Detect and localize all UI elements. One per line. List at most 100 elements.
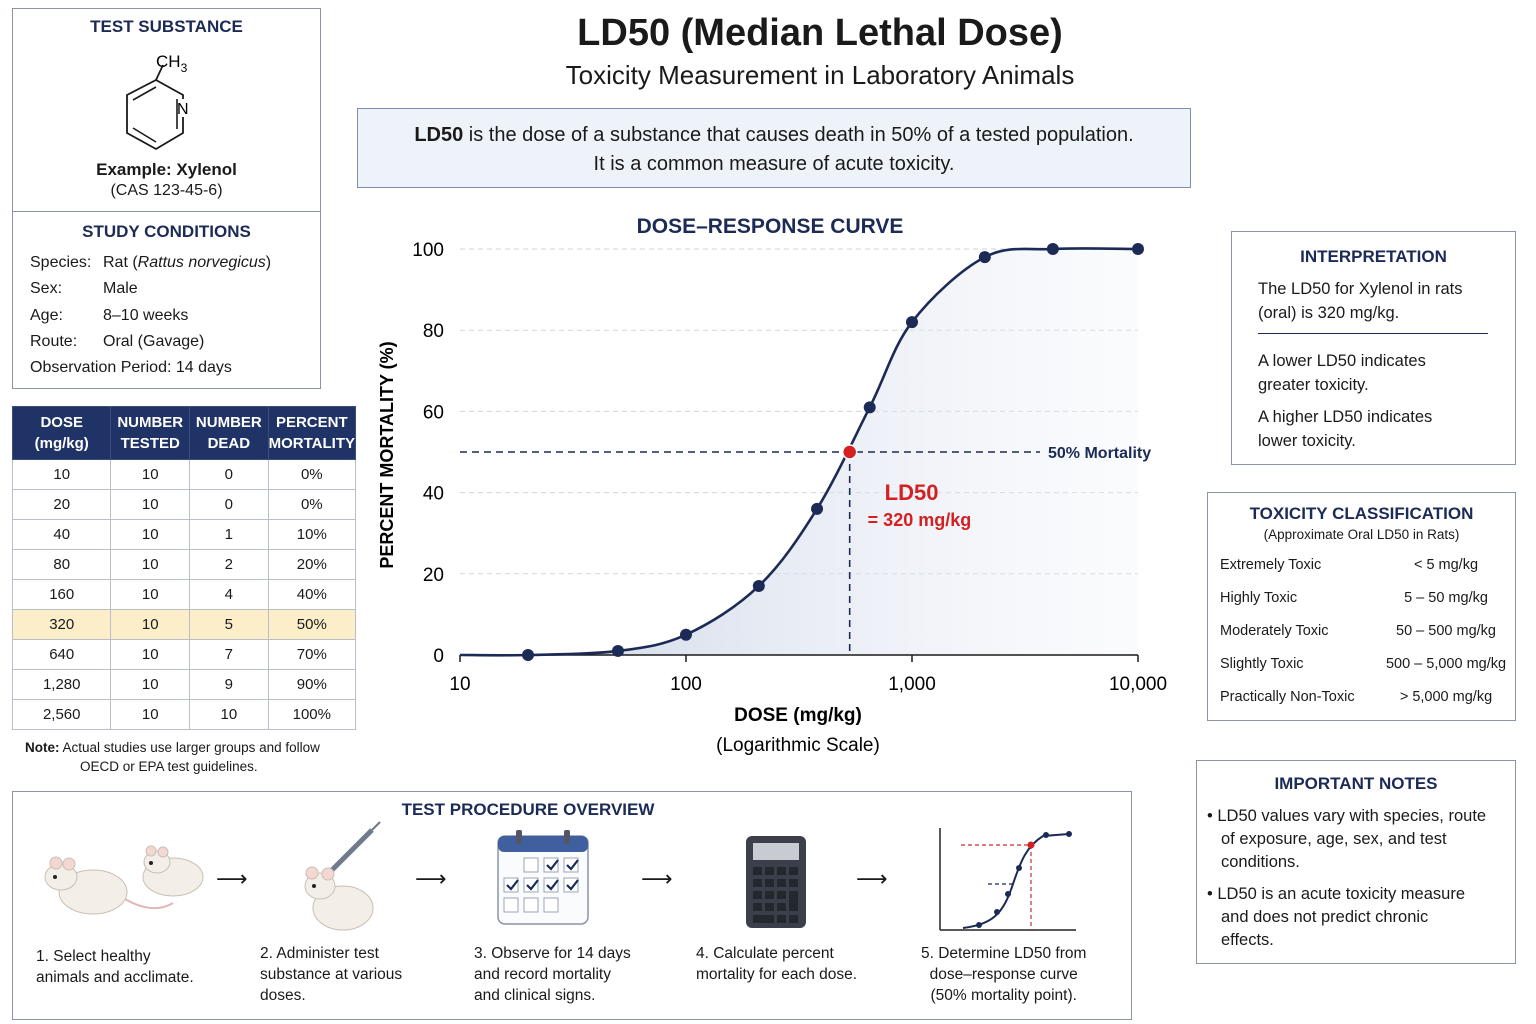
condition-sex: Sex: Male (30, 280, 138, 297)
x-axis-label: DOSE (mg/kg) (734, 705, 862, 726)
table-row: 20 10 0 0% (11, 489, 357, 520)
table-cell: 10 (189, 699, 269, 730)
table-cell: 1,280 (11, 669, 112, 700)
data-point (811, 502, 824, 515)
study-conditions-heading: STUDY CONDITIONS (82, 222, 251, 241)
table-cell: 10 (110, 669, 191, 700)
pyridine-structure-icon: N CH3 (126, 52, 190, 151)
page-subtitle: Toxicity Measurement in Laboratory Anima… (565, 60, 1075, 90)
table-row: 80 10 2 20% (11, 549, 357, 580)
column-header-dose: DOSE (mg/kg) (11, 406, 112, 460)
table-cell: 20 (11, 489, 112, 520)
x-tick-label: 10,000 (1109, 674, 1167, 695)
table-cell: 0% (267, 459, 357, 490)
data-point (611, 644, 624, 657)
column-header-dead: NUMBER DEAD (189, 406, 269, 460)
definition-box: LD50 is the dose of a substance that cau… (357, 108, 1191, 188)
table-cell: 10 (110, 459, 191, 490)
chart-title: DOSE–RESPONSE CURVE (637, 215, 904, 238)
arrow-icon: ⟶ (415, 866, 447, 891)
toxicity-subheading: (Approximate Oral LD50 in Rats) (1263, 527, 1460, 542)
mini-curve-icon (939, 828, 1076, 931)
ld50-label: LD50 (885, 480, 939, 505)
x-tick-label: 1,000 (888, 674, 936, 695)
chart-grid (460, 248, 1138, 575)
table-cell: 50% (267, 609, 357, 640)
important-notes-panel: IMPORTANT NOTES • LD50 values vary with … (1196, 760, 1516, 964)
table-row: 2,560 10 10 100% (11, 699, 357, 730)
column-header-mortality: PERCENT MORTALITY (267, 406, 357, 460)
table-cell: 40% (267, 579, 357, 610)
table-cell: 90% (267, 669, 357, 700)
y-tick-label: 0 (433, 646, 444, 667)
y-tick-label: 100 (412, 240, 444, 261)
note-line-1: Actual studies use larger groups and fol… (59, 740, 320, 755)
table-header-row: DOSE (mg/kg) NUMBER TESTED NUMBER DEAD PERC… (11, 406, 357, 460)
x-ticks: 10 100 1,000 10,000 (449, 655, 1167, 695)
arrow-icon: ⟶ (856, 866, 888, 891)
table-cell: 320 (11, 609, 112, 640)
notes-heading: IMPORTANT NOTES (1274, 774, 1438, 793)
step-4-caption: 4. Calculate percent mortality for each d… (696, 945, 858, 983)
rats-icon (44, 845, 204, 915)
condition-observation: Observation Period: 14 days (30, 359, 232, 376)
dose-response-chart: DOSE–RESPONSE CURVE 10 100 1,000 10,000 0 20… (377, 215, 1167, 756)
procedure-heading: TEST PROCEDURE OVERVIEW (401, 800, 655, 819)
substance-example: Example: Xylenol (96, 160, 237, 179)
x-tick-label: 10 (449, 674, 470, 695)
data-point (1132, 243, 1144, 255)
table-cell: 2 (189, 549, 269, 580)
interpretation-result: The LD50 for Xylenol in rats (oral) is 32… (1258, 280, 1463, 322)
table-cell: 0 (189, 489, 269, 520)
step-3-caption: 3. Observe for 14 days and record mortali… (474, 945, 631, 1004)
table-cell: 70% (267, 639, 357, 670)
table-row: 640 10 7 70% (11, 639, 357, 670)
condition-route: Route: Oral (Gavage) (30, 333, 205, 350)
note-label: Note: (25, 740, 60, 755)
column-header-tested: NUMBER TESTED (110, 406, 191, 460)
toxicity-row-nontoxic: Practically Non-Toxic > 5,000 mg/kg (1220, 689, 1493, 705)
dose-mortality-table: DOSE (mg/kg) NUMBER TESTED NUMBER DEAD PERC… (11, 406, 357, 730)
table-note: Note: Actual studies use larger groups a… (25, 738, 355, 776)
table-cell: 9 (189, 669, 269, 700)
interpretation-divider (1258, 333, 1488, 334)
calculator-icon (746, 836, 806, 928)
study-conditions-panel: STUDY CONDITIONS Species: Rat (Rattus nor… (12, 211, 321, 389)
data-point (1046, 243, 1059, 255)
interpretation-heading: INTERPRETATION (1300, 247, 1447, 266)
table-cell: 0% (267, 489, 357, 520)
toxicity-row-high: Highly Toxic 5 – 50 mg/kg (1220, 590, 1488, 606)
x-axis-sublabel: (Logarithmic Scale) (716, 735, 880, 756)
table-cell: 4 (189, 579, 269, 610)
table-row: 10 10 0 0% (11, 459, 357, 490)
table-cell: 40 (11, 519, 112, 550)
test-procedure-panel: TEST PROCEDURE OVERVIEW (12, 791, 1132, 1020)
table-cell: 10 (110, 579, 191, 610)
table-row: 40 10 1 10% (11, 519, 357, 550)
table-cell: 2,560 (11, 699, 112, 730)
definition-line-1: LD50 is the dose of a substance that cau… (358, 121, 1190, 150)
table-cell: 80 (11, 549, 112, 580)
test-substance-heading: TEST SUBSTANCE (90, 17, 243, 36)
table-cell: 10 (110, 489, 191, 520)
data-point (522, 649, 535, 661)
interpretation-higher: A higher LD50 indicates lower toxicity. (1258, 408, 1433, 450)
page-title: LD50 (Median Lethal Dose) (577, 12, 1063, 54)
table-body: 10 10 0 0% 20 10 0 0% 40 10 1 10% 80 10 2 20% 160 10 4 40% 3… (11, 459, 357, 730)
table-cell: 10 (110, 699, 191, 730)
ld50-value-label: = 320 mg/kg (868, 510, 972, 530)
data-point (863, 401, 876, 414)
table-cell: 5 (189, 609, 269, 640)
y-tick-label: 60 (423, 402, 444, 423)
curve-area-fill (460, 248, 1138, 656)
ld50-point (841, 444, 858, 460)
toxicity-heading: TOXICITY CLASSIFICATION (1249, 504, 1474, 523)
y-axis-label: PERCENT MORTALITY (%) (377, 341, 397, 568)
y-tick-label: 40 (423, 484, 444, 505)
step-1-caption: 1. Select healthy animals and acclimate. (36, 948, 194, 986)
table-cell: 0 (189, 459, 269, 490)
table-cell: 640 (11, 639, 112, 670)
fifty-percent-label: 50% Mortality (1048, 445, 1151, 462)
condition-species: Species: Rat (Rattus norvegicus) (30, 254, 272, 271)
step-2-caption: 2. Administer test substance at various do… (260, 945, 403, 1004)
